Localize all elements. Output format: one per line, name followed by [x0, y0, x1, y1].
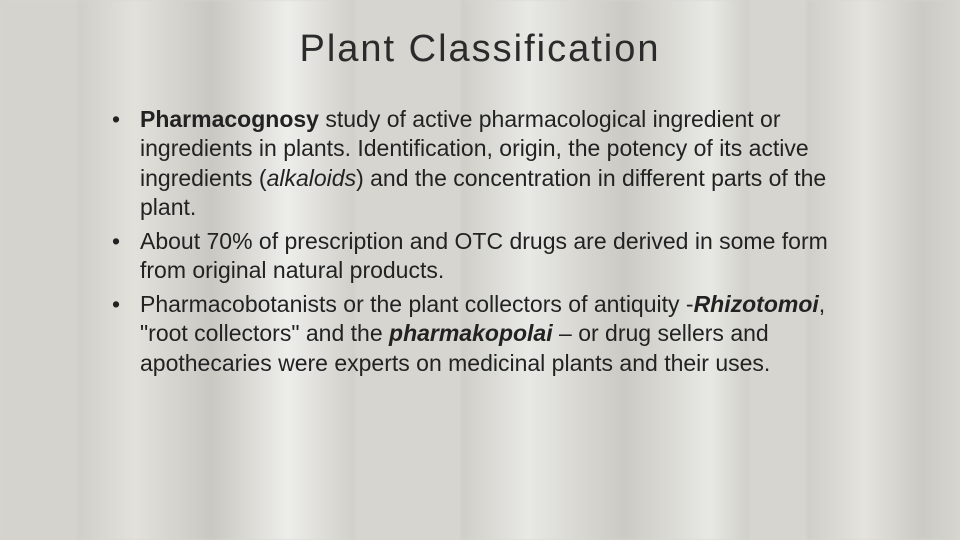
text-segment: Pharmacobotanists or the plant collector…	[140, 291, 694, 317]
slide-title: Plant Classification	[70, 28, 890, 71]
slide-content: Plant Classification Pharmacognosy study…	[0, 0, 960, 540]
text-segment: Pharmacognosy	[140, 106, 319, 132]
list-item: Pharmacobotanists or the plant collector…	[140, 290, 860, 378]
text-segment: pharmakopolai	[389, 320, 553, 346]
text-segment: About 70% of prescription and OTC drugs …	[140, 228, 828, 283]
text-segment: Rhizotomoi	[694, 291, 819, 317]
bullet-list: Pharmacognosy study of active pharmacolo…	[70, 105, 890, 378]
list-item: About 70% of prescription and OTC drugs …	[140, 227, 860, 286]
text-segment: alkaloids	[267, 165, 357, 191]
list-item: Pharmacognosy study of active pharmacolo…	[140, 105, 860, 223]
